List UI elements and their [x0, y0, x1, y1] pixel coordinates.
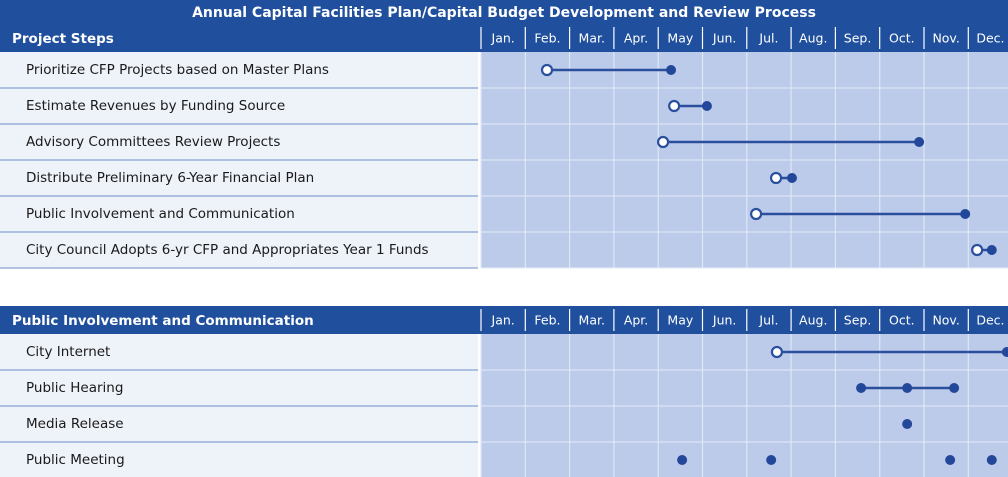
point-marker [986, 455, 997, 465]
section-header [0, 306, 1008, 334]
row-label: Distribute Preliminary 6-Year Financial … [26, 170, 314, 186]
title-bar [0, 0, 1008, 24]
start-marker [668, 99, 681, 113]
month-label: Oct. [889, 313, 915, 328]
month-label: Dec. [976, 313, 1004, 328]
row-label: Advisory Committees Review Projects [26, 134, 280, 150]
month-label: Dec. [976, 31, 1004, 46]
month-label: May [667, 31, 693, 46]
month-label: Nov. [932, 31, 959, 46]
start-marker [540, 63, 554, 77]
point-marker [786, 173, 797, 183]
point-marker [766, 455, 777, 465]
month-label: Sep. [844, 313, 872, 328]
row-label: Prioritize CFP Projects based on Master … [26, 62, 329, 78]
month-label: Apr. [624, 313, 648, 328]
row-label: City Internet [26, 344, 110, 360]
month-label: Jun. [712, 31, 737, 46]
month-label: Nov. [932, 313, 959, 328]
start-marker [656, 135, 670, 149]
point-marker [960, 209, 971, 219]
month-label: Aug. [799, 313, 827, 328]
point-marker [701, 101, 712, 111]
row-label: Public Involvement and Communication [26, 206, 295, 222]
row-label: Public Meeting [26, 452, 125, 468]
month-label: Mar. [579, 31, 605, 46]
start-marker [971, 243, 984, 257]
month-label: Jan. [491, 313, 515, 328]
month-label: Feb. [534, 313, 560, 328]
month-label: Jul. [758, 31, 778, 46]
month-label: Feb. [534, 31, 560, 46]
point-marker [666, 65, 677, 75]
point-marker [949, 383, 960, 393]
point-marker [1001, 347, 1008, 357]
month-label: Jan. [491, 31, 515, 46]
row-label: Estimate Revenues by Funding Source [26, 98, 285, 114]
month-label: Jul. [758, 313, 778, 328]
section-header [0, 24, 1008, 52]
row-label: Public Hearing [26, 380, 123, 396]
month-label: May [667, 313, 693, 328]
point-marker [945, 455, 956, 465]
section-header-text: Public Involvement and Communication [12, 313, 314, 329]
month-label: Apr. [624, 31, 648, 46]
start-marker [770, 345, 784, 359]
month-label: Mar. [579, 313, 605, 328]
section-header-text: Project Steps [12, 31, 114, 47]
point-marker [902, 383, 913, 393]
month-label: Aug. [799, 31, 827, 46]
point-marker [677, 455, 688, 465]
point-marker [902, 419, 913, 429]
start-marker [769, 171, 783, 185]
point-marker [914, 137, 925, 147]
month-label: Jun. [712, 313, 737, 328]
month-label: Sep. [844, 31, 872, 46]
start-marker [750, 207, 763, 221]
row-label: Media Release [26, 416, 124, 432]
row-label: City Council Adopts 6-yr CFP and Appropr… [26, 242, 429, 258]
month-label: Oct. [889, 31, 915, 46]
point-marker [986, 245, 997, 255]
point-marker [856, 383, 867, 393]
title: Annual Capital Facilities Plan/Capital B… [192, 5, 816, 21]
